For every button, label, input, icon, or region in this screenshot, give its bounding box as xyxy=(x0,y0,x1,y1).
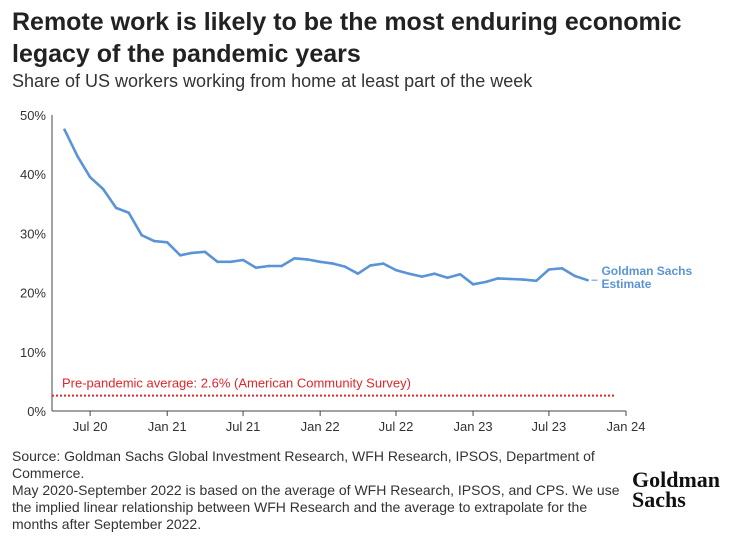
data-point xyxy=(420,275,424,278)
x-tick-label: Jul 22 xyxy=(379,419,414,434)
y-tick-label: 10% xyxy=(20,345,46,360)
data-point xyxy=(318,260,322,264)
reference-label: Pre-pandemic average: 2.6% (American Com… xyxy=(62,376,411,391)
method-note: May 2020-September 2022 is based on the … xyxy=(12,482,620,532)
data-point xyxy=(293,256,296,260)
data-point xyxy=(382,262,385,265)
x-tick-label: Jan 23 xyxy=(454,419,493,434)
chart-title: Remote work is likely to be the most end… xyxy=(12,8,682,68)
y-axis: 0% 10% 20% 30% 40% 50% xyxy=(20,108,53,419)
data-point xyxy=(535,279,538,283)
data-point xyxy=(484,280,488,284)
x-tick-label: Jul 23 xyxy=(532,419,567,434)
data-point xyxy=(88,175,92,179)
x-tick-label: Jan 24 xyxy=(606,419,645,434)
data-point xyxy=(331,262,335,265)
data-point xyxy=(241,258,245,262)
data-point xyxy=(203,250,207,254)
data-point xyxy=(63,128,66,132)
data-point xyxy=(547,268,551,271)
x-tick-label: Jan 21 xyxy=(148,419,187,434)
reference-line-group: Pre-pandemic average: 2.6% (American Com… xyxy=(52,376,616,397)
data-point xyxy=(369,264,372,267)
y-tick-label: 30% xyxy=(20,226,46,241)
data-point xyxy=(496,277,500,280)
y-tick-label: 40% xyxy=(20,167,46,182)
x-tick-label: Jan 22 xyxy=(301,419,340,434)
series-group xyxy=(63,128,589,286)
data-point xyxy=(446,276,449,280)
data-point xyxy=(394,268,398,272)
data-point xyxy=(127,211,130,214)
data-point xyxy=(471,283,475,286)
x-tick-label: Jul 21 xyxy=(226,419,261,434)
data-point xyxy=(458,272,462,276)
data-point xyxy=(101,187,105,191)
data-point xyxy=(343,265,347,268)
data-point xyxy=(165,240,169,244)
data-point xyxy=(178,254,182,257)
data-point xyxy=(267,264,271,268)
logo-line-2: Sachs xyxy=(632,487,686,512)
line-chart: 0% 10% 20% 30% 40% 50% Jul 20 Jan 21 Jul 21 Jan … xyxy=(20,108,693,434)
y-tick-label: 20% xyxy=(20,286,46,301)
data-point xyxy=(140,233,143,237)
data-point xyxy=(190,251,194,255)
data-point xyxy=(573,274,577,278)
x-axis: Jul 20 Jan 21 Jul 21 Jan 22 Jul 22 Jan 23 Jul … xyxy=(52,410,646,434)
data-point xyxy=(407,272,411,275)
data-point xyxy=(254,266,258,270)
source-line: Source: Goldman Sachs Global Investment … xyxy=(12,448,595,481)
data-point xyxy=(229,260,232,264)
x-tick-label: Jul 20 xyxy=(73,419,108,434)
chart-subtitle: Share of US workers working from home at… xyxy=(12,71,533,91)
data-point xyxy=(522,278,525,281)
data-point xyxy=(433,272,436,275)
data-point xyxy=(216,260,219,264)
data-point xyxy=(509,277,513,281)
data-point xyxy=(152,239,156,243)
end-label-line: Estimate xyxy=(601,277,651,291)
data-point xyxy=(114,206,118,210)
data-point xyxy=(76,155,79,158)
logo-line-1: Goldman xyxy=(632,467,721,492)
y-tick-label: 50% xyxy=(20,108,46,123)
goldman-sachs-logo: Goldman Sachs xyxy=(632,467,742,512)
series-line xyxy=(63,128,589,286)
source-note: Source: Goldman Sachs Global Investment … xyxy=(12,448,627,533)
end-label-line: Goldman Sachs xyxy=(601,264,692,278)
data-point xyxy=(305,258,309,261)
data-point xyxy=(356,272,360,275)
y-tick-label: 0% xyxy=(27,404,46,419)
data-point xyxy=(280,264,283,268)
data-point xyxy=(560,267,564,270)
data-point xyxy=(586,278,589,282)
